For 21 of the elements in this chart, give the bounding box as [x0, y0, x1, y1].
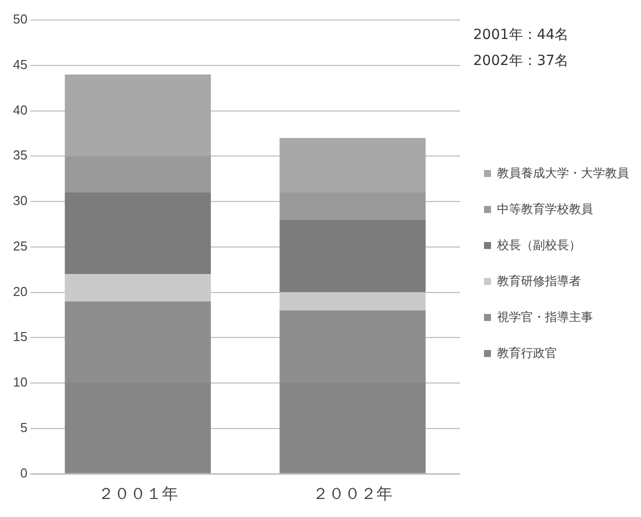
y-tick-label: 30	[12, 193, 28, 208]
y-tick-label: 50	[12, 12, 28, 27]
x-tick-label: ２００１年	[98, 486, 178, 503]
legend-label: 教育研修指導者	[497, 274, 581, 288]
y-tick-label: 25	[12, 238, 28, 254]
y-tick-label: 0	[20, 465, 28, 480]
x-tick-label: ２００２年	[312, 486, 393, 503]
legend-label: 視学官・指導主事	[497, 310, 593, 324]
y-tick-label: 20	[12, 284, 28, 299]
y-tick-label: 35	[12, 148, 28, 163]
legend-label: 中等教育学校教員	[497, 202, 593, 216]
y-tick-label: 15	[12, 329, 28, 344]
text: 2001年：44名	[472, 26, 570, 45]
legend-label: 教員養成大学・大学教員	[497, 166, 629, 180]
y-tick-label: 10	[12, 374, 28, 390]
text: 2002年：37名	[472, 52, 570, 71]
legend-label: 教育行政官	[497, 346, 557, 360]
y-tick-label: 40	[12, 102, 28, 118]
legend-label: 校長（副校長）	[496, 238, 581, 252]
y-tick-label: 5	[20, 420, 28, 435]
y-tick-label: 45	[12, 56, 28, 72]
